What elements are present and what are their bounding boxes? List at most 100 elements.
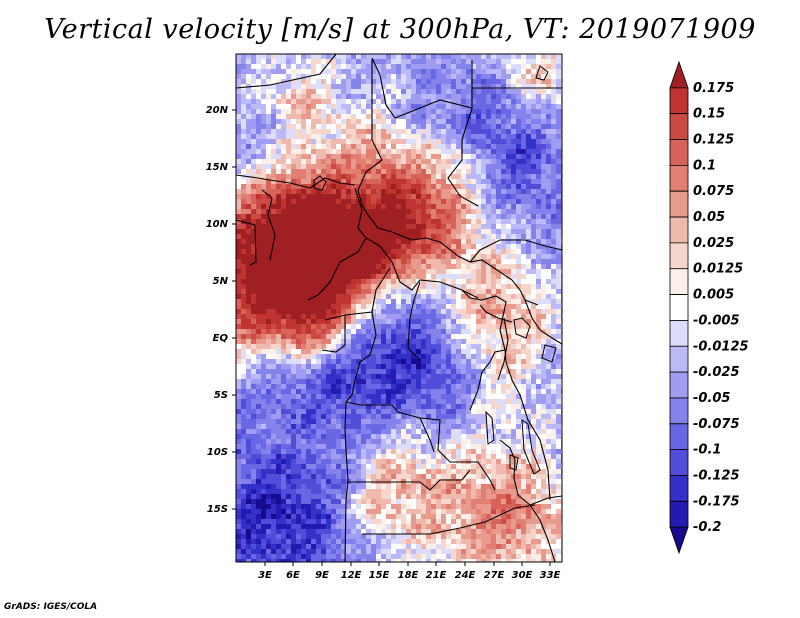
border-line [236, 219, 257, 266]
colorbar-swatch [669, 449, 689, 476]
lon-label: 18E [398, 570, 419, 581]
lon-label: 27E [484, 570, 505, 581]
border-line [524, 299, 562, 345]
lat-label: 10S [207, 447, 228, 458]
map-panel [235, 53, 563, 563]
colorbar-swatch [669, 113, 689, 140]
lat-label: 5S [214, 390, 228, 401]
lat-label: EQ [213, 333, 229, 344]
border-line [344, 401, 349, 562]
velocity-field [236, 54, 562, 562]
border-line [345, 401, 496, 491]
colorbar-level-label: 0.025 [693, 236, 734, 251]
map-frame [235, 53, 563, 563]
colorbar-swatch [669, 190, 689, 218]
lake-outline [509, 454, 519, 471]
colorbar-level-label: 0.1 [693, 158, 716, 173]
border-line [447, 107, 479, 207]
lake-outline [521, 419, 541, 475]
colorbar-swatch [669, 164, 689, 192]
colorbar-swatch [669, 268, 689, 295]
colorbar-swatch [669, 216, 689, 244]
border-line [345, 311, 377, 403]
border-line [367, 214, 539, 306]
lon-label: 33E [540, 570, 561, 581]
colorbar-level-label: -0.05 [693, 391, 730, 406]
lake-outline [535, 65, 549, 81]
colorbar-level-label: -0.075 [693, 417, 740, 432]
colorbar: 0.175 0.15 0.125 0.1 0.075 0.05 0.025 0.0125 0.0… [669, 60, 749, 555]
colorbar-level-label: -0.025 [693, 365, 740, 380]
lat-label: 10N [206, 219, 229, 230]
border-line [365, 237, 479, 299]
border-line [461, 289, 513, 381]
border-line [419, 417, 435, 453]
lon-label: 6E [286, 570, 300, 581]
colorbar-swatch [669, 526, 689, 555]
colorbar-level-label: 0.0125 [693, 262, 743, 277]
lakes [313, 65, 557, 475]
border-line [529, 504, 556, 562]
lat-label: 5N [213, 276, 229, 287]
colorbar-level-label: -0.0125 [693, 339, 749, 354]
lat-label: 20N [206, 105, 229, 116]
lon-label: 9E [315, 570, 329, 581]
colorbar-level-label: -0.125 [693, 468, 740, 483]
colorbar-swatch [669, 500, 689, 528]
border-line [362, 504, 536, 535]
longitude-axis: 3E 6E 9E 12E 15E 18E 21E 24E 27E 30E 33E [258, 562, 561, 581]
border-line [236, 174, 356, 189]
colorbar-level-label: 0.005 [693, 288, 734, 303]
colorbar-level-label: 0.15 [693, 107, 725, 122]
colorbar-swatch [669, 320, 689, 347]
lon-label: 24E [455, 570, 476, 581]
lat-label: 15N [206, 162, 229, 173]
lon-label: 15E [369, 570, 390, 581]
colorbar-level-label: -0.1 [693, 443, 721, 458]
colorbar-swatch [669, 87, 689, 115]
latitude-axis: 20N 15N 10N 5N EQ 5S 10S 15S [206, 105, 236, 515]
lake-outline [513, 317, 531, 339]
colorbar-swatch [669, 423, 689, 451]
border-line [407, 281, 421, 361]
colorbar-swatch [669, 60, 689, 89]
lon-label: 21E [426, 570, 447, 581]
colorbar-level-label: 0.075 [693, 184, 734, 199]
lat-label: 15S [207, 504, 228, 515]
colorbar-swatch [669, 345, 689, 373]
colorbar-swatch [669, 242, 689, 270]
border-line [469, 239, 562, 263]
border-line [469, 349, 506, 411]
border-line [479, 304, 513, 323]
map-title: Vertical velocity [m/s] at 300hPa, VT: 2… [44, 14, 756, 45]
lake-outline [313, 175, 327, 191]
colorbar-swatch [669, 397, 689, 425]
colorbar-swatch [669, 475, 689, 502]
colorbar-swatch [669, 294, 689, 321]
colorbar-level-label: 0.05 [693, 210, 725, 225]
colorbar-swatch [669, 371, 689, 399]
colorbar-level-label: -0.2 [693, 520, 721, 535]
colorbar-swatch [669, 139, 689, 166]
lake-outline [541, 344, 557, 363]
colorbar-level-label: 0.125 [693, 133, 734, 148]
border-line [261, 189, 276, 261]
border-line [497, 317, 509, 381]
border-line [499, 439, 562, 506]
border-line [236, 54, 337, 89]
colorbar-level-label: 0.175 [693, 81, 734, 96]
border-line [511, 379, 551, 501]
border-line [321, 315, 346, 353]
lake-outline [485, 410, 495, 445]
lon-label: 30E [512, 570, 533, 581]
grads-credit: GrADS: IGES/COLA [4, 602, 98, 612]
border-line [348, 469, 471, 491]
border-line [357, 60, 383, 216]
border-line [307, 187, 367, 301]
country-borders [236, 54, 562, 562]
colorbar-level-label: -0.175 [693, 494, 740, 509]
lon-label: 3E [258, 570, 272, 581]
colorbar-level-label: -0.005 [693, 313, 740, 328]
lon-label: 12E [341, 570, 362, 581]
